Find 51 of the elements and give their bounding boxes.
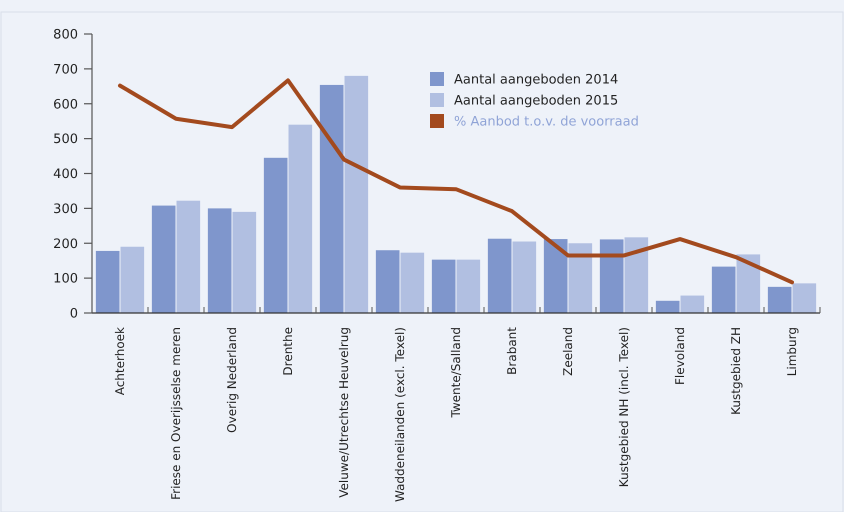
x-tick-label: Zeeland <box>561 327 575 376</box>
bar <box>456 260 480 313</box>
bar <box>176 200 200 313</box>
y-tick-label: 500 <box>53 132 78 148</box>
bar <box>792 283 816 313</box>
bar <box>568 243 592 313</box>
bar <box>400 252 424 313</box>
bar <box>432 260 456 313</box>
bar <box>736 254 760 313</box>
bar <box>656 300 680 313</box>
bar <box>96 250 120 313</box>
x-tick-label: Brabant <box>505 326 519 375</box>
y-tick-label: 0 <box>70 306 78 322</box>
bar <box>600 239 624 313</box>
bar <box>288 124 312 313</box>
bar <box>712 266 736 313</box>
bar <box>152 206 176 313</box>
y-tick-label: 300 <box>53 202 78 217</box>
x-tick-label: Twente/Salland <box>449 327 463 418</box>
y-tick-label: 400 <box>53 167 78 182</box>
bar <box>208 208 232 313</box>
y-tick-label: 600 <box>53 97 78 112</box>
x-tick-label: Overig Nederland <box>225 327 239 433</box>
y-tick-label: 700 <box>53 62 78 78</box>
x-tick-label: Veluwe/Utrechtse Heuvelrug <box>337 327 351 498</box>
bar <box>768 286 792 313</box>
x-tick-label: Kustgebied ZH <box>729 327 743 415</box>
bar <box>512 242 536 313</box>
x-tick-label: Waddeneilanden (excl. Texel) <box>393 327 407 502</box>
y-tick-label: 800 <box>53 28 78 43</box>
x-tick-label: Flevoland <box>673 327 687 385</box>
bar <box>488 238 512 313</box>
x-tick-label: Drenthe <box>281 327 295 376</box>
x-tick-label: Achterhoek <box>113 326 127 396</box>
x-tick-label: Kustgebied NH (incl. Texel) <box>617 327 631 488</box>
y-tick-label: 100 <box>53 272 78 287</box>
legend-label: % Aanbod t.o.v. de voorraad <box>454 114 639 130</box>
bar <box>344 76 368 313</box>
bar <box>544 239 568 313</box>
bar <box>376 250 400 313</box>
bar <box>624 237 648 313</box>
y-tick-label: 200 <box>53 236 78 252</box>
legend-label: Aantal aangeboden 2014 <box>454 72 618 88</box>
x-tick-label: Friese en Overijsselse meren <box>169 327 183 500</box>
bar <box>680 296 704 313</box>
bar <box>120 246 144 313</box>
bar <box>232 212 256 313</box>
bar <box>320 84 344 313</box>
legend-label: Aantal aangeboden 2015 <box>454 94 618 109</box>
bar <box>264 158 288 313</box>
x-tick-label: Limburg <box>785 327 799 376</box>
